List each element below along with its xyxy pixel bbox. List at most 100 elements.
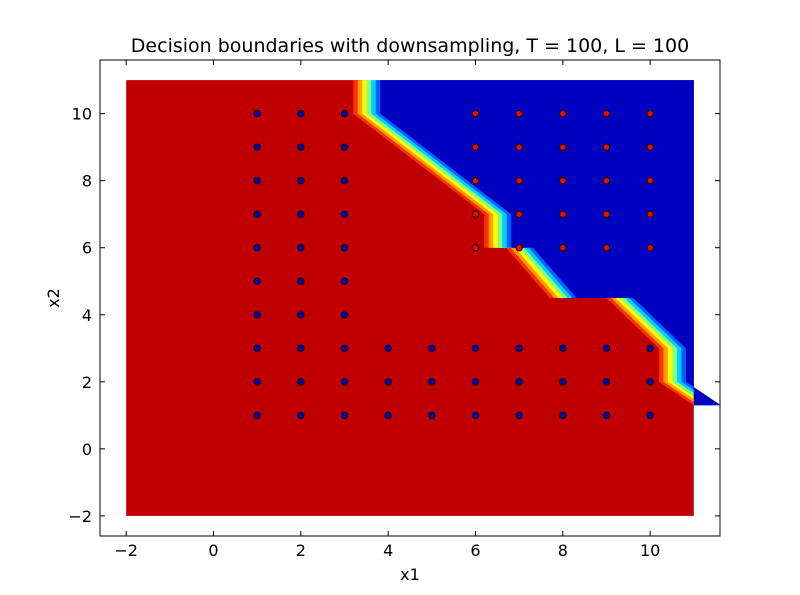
data-point-s0-8: [253, 378, 261, 386]
data-point-s0-3: [253, 210, 261, 218]
data-point-s1-4: [471, 244, 480, 252]
data-point-s0-20: [340, 109, 349, 118]
data-point-s1-14: [559, 244, 567, 252]
x-tick-label-5: 8: [558, 541, 568, 560]
data-point-s0-37: [471, 378, 480, 386]
data-point-s1-17: [602, 176, 611, 185]
data-point-s1-1: [471, 143, 480, 151]
data-point-s1-11: [559, 143, 567, 151]
data-point-s0-2: [253, 176, 261, 185]
x-tick-label-3: 4: [383, 541, 393, 560]
data-point-s0-23: [340, 210, 349, 218]
data-point-s0-4: [253, 244, 261, 252]
data-point-s1-9: [515, 244, 523, 252]
axis-ticks: −2 0 2 4 6 8 10 −2 0 2 4 6 8 10: [68, 60, 720, 560]
y-tick-label-2: 2: [82, 373, 92, 392]
data-point-s0-7: [253, 344, 261, 352]
data-point-s0-32: [384, 411, 392, 420]
x-tick-label-0: −2: [114, 541, 138, 560]
x-axis-title: x1: [400, 565, 420, 584]
data-point-s0-39: [515, 344, 523, 352]
data-point-s1-2: [471, 176, 480, 185]
data-point-s0-41: [515, 411, 523, 420]
data-point-s0-15: [297, 277, 305, 285]
x-tick-label-2: 2: [296, 541, 306, 560]
chart-title: Decision boundaries with downsampling, T…: [131, 35, 689, 57]
data-point-s1-8: [515, 210, 523, 218]
data-point-s0-30: [384, 344, 392, 352]
data-point-s0-28: [340, 378, 349, 386]
data-point-s0-44: [559, 411, 567, 420]
data-point-s0-27: [340, 344, 349, 352]
data-point-s0-48: [646, 344, 654, 352]
data-point-s0-49: [646, 378, 654, 386]
decision-regions: [126, 80, 721, 516]
data-point-s0-36: [471, 344, 480, 352]
data-point-s1-19: [602, 244, 611, 252]
region-class: [380, 80, 721, 406]
data-point-s0-14: [297, 244, 305, 252]
data-point-s0-40: [515, 378, 523, 386]
data-point-s0-24: [340, 244, 349, 252]
data-point-s0-9: [253, 411, 261, 420]
data-point-s0-21: [340, 143, 349, 151]
data-point-s0-18: [297, 378, 305, 386]
data-point-s1-24: [646, 244, 654, 252]
data-point-s0-16: [297, 311, 305, 319]
data-point-s1-7: [515, 176, 523, 185]
data-point-s0-43: [559, 378, 567, 386]
data-point-s0-25: [340, 277, 349, 285]
data-point-s0-19: [297, 411, 305, 420]
data-point-s1-16: [602, 143, 611, 151]
scatter-points: [253, 109, 654, 420]
data-point-s1-6: [515, 143, 523, 151]
data-point-s0-17: [297, 344, 305, 352]
y-tick-label-4: 6: [82, 239, 92, 258]
data-point-s1-0: [471, 109, 480, 118]
y-tick-label-0: −2: [68, 507, 92, 526]
data-point-s0-11: [297, 143, 305, 151]
data-point-s0-1: [253, 143, 261, 151]
data-point-s0-34: [428, 378, 436, 386]
data-point-s0-46: [602, 378, 611, 386]
data-point-s0-33: [428, 344, 436, 352]
data-point-s1-3: [471, 210, 480, 218]
data-point-s1-21: [646, 143, 654, 151]
data-point-s0-47: [602, 411, 611, 420]
data-point-s0-26: [340, 311, 349, 319]
y-tick-label-5: 8: [82, 172, 92, 191]
data-point-s0-29: [340, 411, 349, 420]
data-point-s0-35: [428, 411, 436, 420]
data-point-s0-0: [253, 109, 261, 118]
data-point-s0-45: [602, 344, 611, 352]
data-point-s1-20: [646, 109, 654, 118]
axes-frame: [99, 59, 721, 537]
y-tick-label-6: 10: [72, 105, 92, 124]
data-point-s1-5: [515, 109, 523, 118]
x-tick-label-4: 6: [470, 541, 480, 560]
data-point-s1-15: [602, 109, 611, 118]
y-axis-title: x2: [44, 288, 63, 308]
data-point-s1-18: [602, 210, 611, 218]
data-point-s0-10: [297, 109, 305, 118]
data-point-s1-10: [559, 109, 567, 118]
data-point-s0-12: [297, 176, 305, 185]
data-point-s0-6: [253, 311, 261, 319]
x-tick-label-1: 0: [208, 541, 218, 560]
data-point-s1-22: [646, 176, 654, 185]
data-point-s0-22: [340, 176, 349, 185]
data-point-s1-23: [646, 210, 654, 218]
data-point-s1-12: [559, 176, 567, 185]
data-point-s1-13: [559, 210, 567, 218]
y-tick-label-1: 0: [82, 440, 92, 459]
data-point-s0-5: [253, 277, 261, 285]
plot-area: −2 0 2 4 6 8 10 −2 0 2 4 6 8 10: [68, 59, 721, 560]
x-tick-label-6: 10: [640, 541, 660, 560]
y-tick-label-3: 4: [82, 306, 92, 325]
data-point-s0-38: [471, 411, 480, 420]
data-point-s0-42: [559, 344, 567, 352]
data-point-s0-31: [384, 378, 392, 386]
data-point-s0-13: [297, 210, 305, 218]
data-point-s0-50: [646, 411, 654, 420]
